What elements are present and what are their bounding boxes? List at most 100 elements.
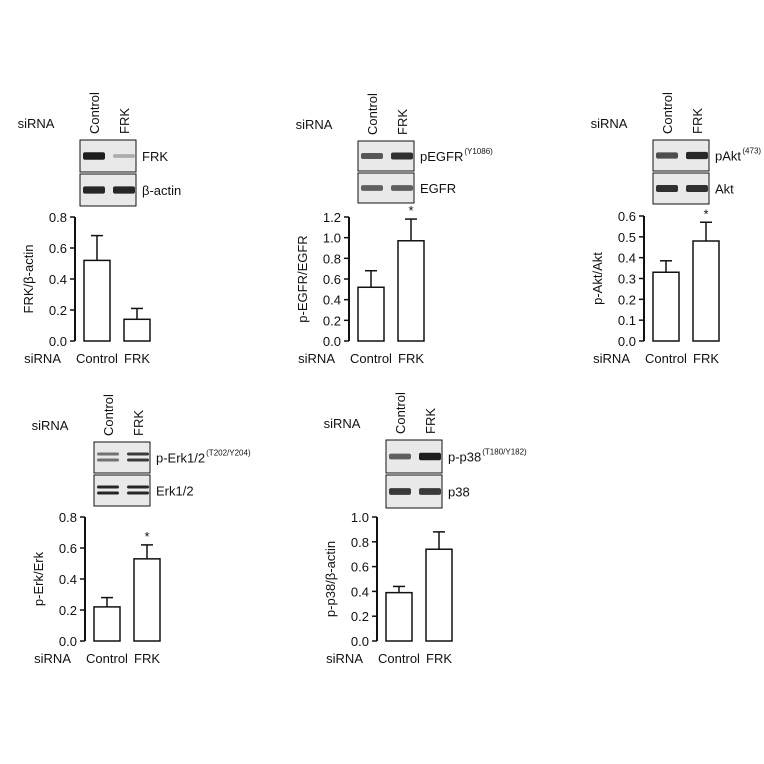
- blot-band: [656, 185, 678, 192]
- blot-label: Akt: [715, 182, 734, 197]
- y-tick-label: 0.1: [618, 313, 636, 328]
- x-axis-prefix: siRNA: [298, 351, 335, 366]
- lane-label: FRK: [117, 108, 132, 134]
- blot-box: [93, 474, 151, 507]
- y-tick-label: 0.2: [618, 292, 636, 307]
- bar: [692, 240, 720, 342]
- blot-band: [656, 152, 678, 159]
- y-axis-label: p-Akt/Akt: [590, 252, 605, 305]
- y-tick-label: 0.8: [49, 210, 67, 225]
- blot-label: p38: [448, 485, 470, 500]
- blot-band: [97, 452, 119, 456]
- x-tick-label: FRK: [134, 651, 160, 666]
- lane-label: Control: [101, 394, 116, 436]
- y-tick-label: 0.6: [49, 241, 67, 256]
- x-tick-label: FRK: [124, 351, 150, 366]
- blot-label: pEGFR: [420, 149, 463, 164]
- blot-label: pAkt: [715, 149, 741, 164]
- lane-label: Control: [393, 392, 408, 434]
- blot-band: [127, 491, 149, 495]
- y-tick-label: 0.0: [59, 634, 77, 649]
- blot-band: [419, 488, 441, 495]
- lane-label: Control: [365, 93, 380, 135]
- blot-band: [127, 485, 149, 489]
- y-tick-label: 0.4: [49, 272, 67, 287]
- y-tick-label: 0.0: [323, 334, 341, 349]
- blot-label-superscript: (Y1086): [464, 147, 493, 156]
- blot-band: [83, 186, 105, 194]
- blot-band: [389, 453, 411, 460]
- blot-band: [686, 151, 708, 160]
- x-tick-label: Control: [76, 351, 118, 366]
- lane-label: FRK: [395, 109, 410, 135]
- blot-band: [361, 153, 383, 159]
- x-axis-prefix: siRNA: [593, 351, 630, 366]
- y-axis-label: p-EGFR/EGFR: [295, 235, 310, 322]
- lane-label: FRK: [423, 408, 438, 434]
- y-tick-label: 0.0: [49, 334, 67, 349]
- row-label: siRNA: [18, 116, 55, 131]
- y-tick-label: 0.2: [323, 313, 341, 328]
- lane-label: Control: [660, 92, 675, 134]
- blot-band: [391, 152, 413, 160]
- bar: [357, 286, 385, 342]
- y-tick-label: 1.0: [323, 231, 341, 246]
- x-axis-prefix: siRNA: [326, 651, 363, 666]
- y-tick-label: 0.4: [323, 293, 341, 308]
- y-tick-label: 0.2: [59, 603, 77, 618]
- blot-band: [391, 185, 413, 191]
- panel-erk: Control FRK siRNA p-Erk1/2 (T202/Y204) Erk1/2…: [31, 394, 251, 666]
- y-tick-label: 0.2: [49, 303, 67, 318]
- panel-egfr: Control FRK siRNA pEGFR (Y1086) EGFR 0.0 0.2 0.4…: [295, 93, 493, 366]
- blot-band: [97, 458, 119, 462]
- blot-label: β-actin: [142, 183, 181, 198]
- y-tick-label: 0.6: [351, 560, 369, 575]
- y-tick-label: 0.2: [351, 609, 369, 624]
- blot-box: [93, 441, 151, 474]
- blot-label: p-Erk1/2: [156, 451, 205, 466]
- blot-label: FRK: [142, 149, 168, 164]
- y-tick-label: 0.4: [59, 572, 77, 587]
- panel-akt: Control FRK siRNA pAkt (473) Akt 0.0 0.1 0.2 0.3 0…: [590, 92, 761, 366]
- x-tick-label: FRK: [398, 351, 424, 366]
- x-tick-label: Control: [645, 351, 687, 366]
- x-tick-label: FRK: [693, 351, 719, 366]
- y-tick-label: 0.0: [618, 334, 636, 349]
- row-label: siRNA: [591, 116, 628, 131]
- lane-label: FRK: [690, 108, 705, 134]
- row-label: siRNA: [296, 117, 333, 132]
- y-tick-label: 0.6: [59, 541, 77, 556]
- blot-band: [83, 152, 105, 160]
- y-tick-label: 0.8: [59, 510, 77, 525]
- y-tick-label: 1.2: [323, 210, 341, 225]
- blot-band: [113, 186, 135, 194]
- y-axis-label: FRK/β-actin: [21, 245, 36, 314]
- blot-label: EGFR: [420, 181, 456, 196]
- significance-mark: *: [408, 203, 413, 218]
- y-tick-label: 0.8: [351, 535, 369, 550]
- blot-label: Erk1/2: [156, 484, 194, 499]
- bar: [123, 318, 151, 342]
- row-label: siRNA: [324, 416, 361, 431]
- blot-band: [97, 491, 119, 495]
- blot-band: [113, 154, 135, 158]
- x-axis-prefix: siRNA: [34, 651, 71, 666]
- y-axis-label: p-Erk/Erk: [31, 551, 46, 606]
- panel-frk: Control FRK siRNA FRK β-actin 0.0 0.2 0.4 0.6 0.8…: [18, 92, 182, 366]
- lane-label: FRK: [131, 410, 146, 436]
- bar: [83, 259, 111, 342]
- y-tick-label: 0.3: [618, 272, 636, 287]
- blot-label: p-p38: [448, 450, 481, 465]
- blot-band: [361, 185, 383, 191]
- blot-band: [97, 485, 119, 489]
- blot-label-superscript: (T180/Y182): [482, 448, 527, 457]
- y-tick-label: 0.0: [351, 634, 369, 649]
- y-tick-label: 0.6: [618, 209, 636, 224]
- y-tick-label: 0.4: [351, 584, 369, 599]
- bar: [93, 606, 121, 642]
- x-axis-prefix: siRNA: [24, 351, 61, 366]
- blot-label-superscript: (T202/Y204): [206, 449, 251, 458]
- bar: [385, 591, 413, 642]
- x-tick-label: FRK: [426, 651, 452, 666]
